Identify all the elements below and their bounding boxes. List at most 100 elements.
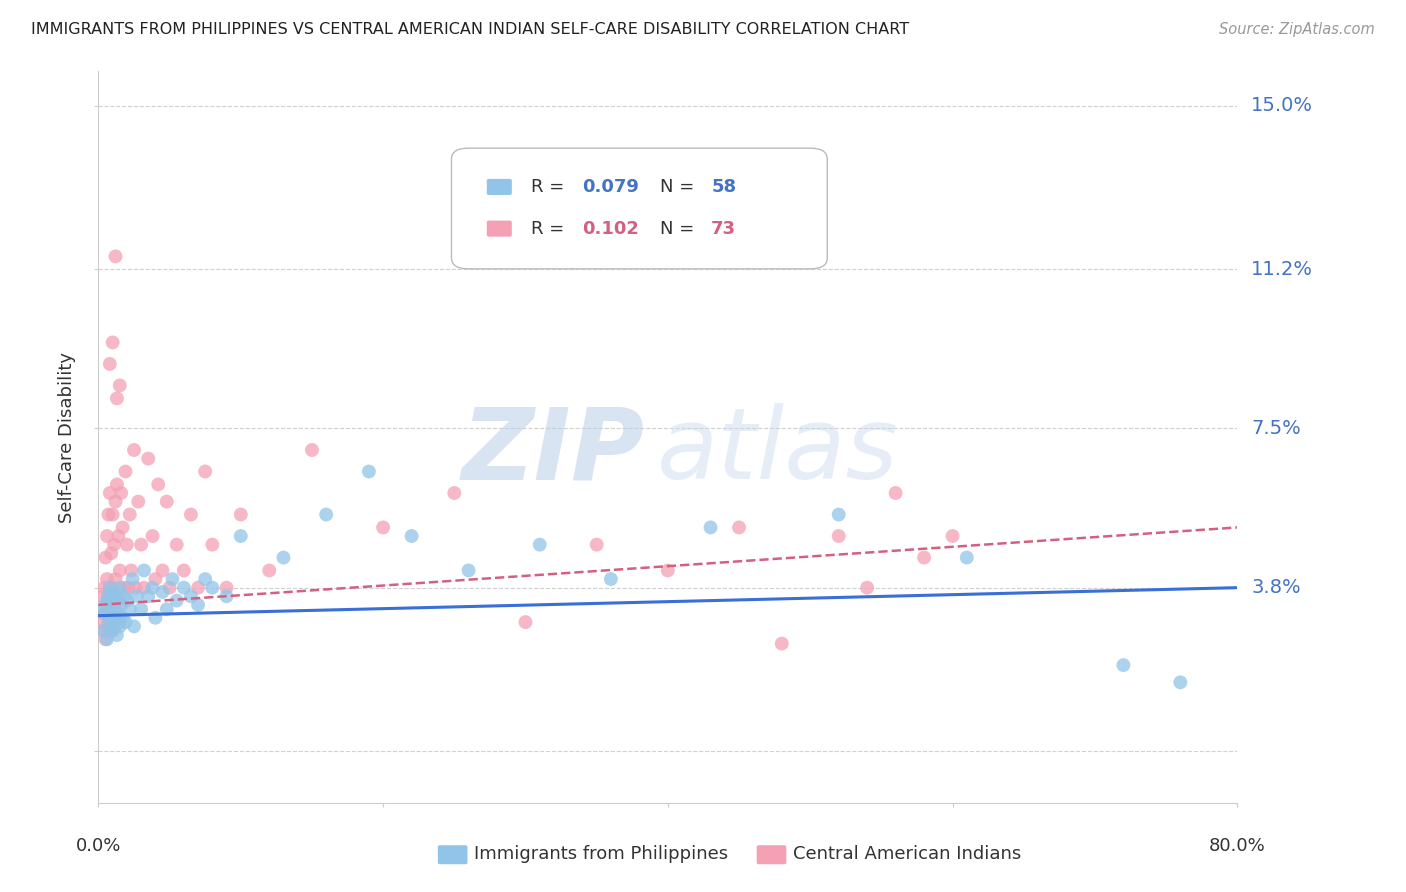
- Point: [120, 564, 142, 578]
- Text: 11.2%: 11.2%: [1251, 260, 1313, 279]
- Point: [600, 572, 623, 586]
- Point: [110, 598, 132, 612]
- FancyBboxPatch shape: [756, 846, 786, 864]
- Point: [101, 335, 124, 350]
- Point: [94, 598, 117, 612]
- Text: IMMIGRANTS FROM PHILIPPINES VS CENTRAL AMERICAN INDIAN SELF-CARE DISABILITY CORR: IMMIGRANTS FROM PHILIPPINES VS CENTRAL A…: [31, 22, 910, 37]
- Point: [373, 520, 395, 534]
- Point: [104, 572, 127, 586]
- Point: [315, 508, 337, 522]
- Point: [166, 538, 188, 552]
- Point: [93, 607, 115, 621]
- Point: [301, 442, 323, 457]
- Text: 0.102: 0.102: [582, 219, 640, 237]
- Point: [98, 486, 121, 500]
- Point: [115, 538, 138, 552]
- Point: [100, 598, 122, 612]
- Point: [229, 508, 252, 522]
- Point: [585, 538, 607, 552]
- Point: [152, 564, 174, 578]
- Point: [94, 550, 117, 565]
- Point: [101, 611, 124, 625]
- Point: [136, 589, 159, 603]
- Point: [194, 572, 217, 586]
- Point: [194, 465, 217, 479]
- Text: Source: ZipAtlas.com: Source: ZipAtlas.com: [1219, 22, 1375, 37]
- Point: [357, 465, 380, 479]
- Point: [103, 593, 125, 607]
- Point: [100, 624, 122, 638]
- Point: [90, 615, 112, 629]
- Point: [699, 520, 721, 534]
- Point: [529, 538, 551, 552]
- FancyBboxPatch shape: [451, 148, 827, 268]
- Point: [215, 589, 238, 603]
- FancyBboxPatch shape: [486, 179, 512, 195]
- Point: [114, 615, 136, 629]
- Point: [180, 508, 202, 522]
- Point: [156, 494, 179, 508]
- Point: [112, 581, 135, 595]
- Text: ZIP: ZIP: [463, 403, 645, 500]
- Point: [118, 602, 141, 616]
- Point: [107, 593, 129, 607]
- Point: [122, 619, 145, 633]
- Text: R =: R =: [531, 219, 571, 237]
- Point: [97, 589, 120, 603]
- Text: N =: N =: [659, 219, 700, 237]
- Point: [96, 572, 118, 586]
- Text: 80.0%: 80.0%: [1209, 838, 1265, 855]
- Point: [125, 589, 148, 603]
- Point: [259, 564, 281, 578]
- Point: [156, 602, 179, 616]
- Point: [828, 529, 851, 543]
- Point: [101, 508, 124, 522]
- Point: [101, 624, 124, 638]
- Point: [98, 607, 121, 621]
- Y-axis label: Self-Care Disability: Self-Care Disability: [58, 351, 76, 523]
- Point: [273, 550, 295, 565]
- Point: [108, 619, 131, 633]
- Text: 0.079: 0.079: [582, 178, 640, 196]
- Point: [96, 607, 118, 621]
- Point: [127, 494, 149, 508]
- Point: [145, 611, 167, 625]
- Point: [201, 538, 224, 552]
- Text: 58: 58: [711, 178, 737, 196]
- Point: [1170, 675, 1192, 690]
- Point: [111, 520, 134, 534]
- Point: [96, 529, 118, 543]
- FancyBboxPatch shape: [437, 846, 467, 864]
- Point: [141, 581, 163, 595]
- Point: [187, 581, 209, 595]
- Text: atlas: atlas: [657, 403, 898, 500]
- Point: [97, 624, 120, 638]
- Point: [107, 529, 129, 543]
- Point: [201, 581, 224, 595]
- Point: [98, 581, 121, 595]
- Point: [457, 564, 479, 578]
- Point: [105, 477, 128, 491]
- Point: [884, 486, 907, 500]
- Point: [111, 611, 134, 625]
- Point: [104, 494, 127, 508]
- Point: [129, 538, 152, 552]
- Point: [112, 589, 135, 603]
- Point: [105, 392, 128, 406]
- Point: [91, 602, 114, 616]
- Point: [91, 589, 114, 603]
- Point: [173, 581, 195, 595]
- Point: [104, 249, 127, 263]
- Point: [104, 602, 127, 616]
- Point: [132, 564, 155, 578]
- Point: [110, 486, 132, 500]
- Point: [96, 632, 118, 647]
- Text: Central American Indians: Central American Indians: [793, 845, 1021, 863]
- Point: [152, 585, 174, 599]
- Point: [94, 607, 117, 621]
- Point: [103, 538, 125, 552]
- Text: R =: R =: [531, 178, 571, 196]
- Point: [117, 581, 139, 595]
- Text: Immigrants from Philippines: Immigrants from Philippines: [474, 845, 728, 863]
- Point: [657, 564, 679, 578]
